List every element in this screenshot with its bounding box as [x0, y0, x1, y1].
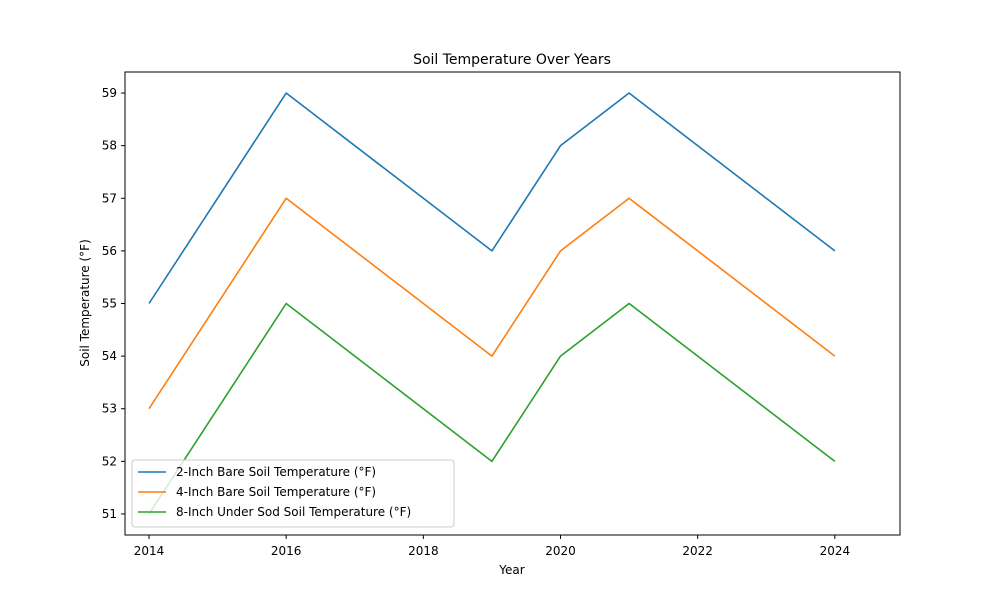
chart-title: Soil Temperature Over Years [413, 52, 611, 68]
legend-label-2: 4-Inch Bare Soil Temperature (°F) [176, 485, 376, 499]
legend: 2-Inch Bare Soil Temperature (°F) 4-Inch … [131, 459, 455, 528]
y-tick-label: 56 [102, 244, 117, 258]
series-line-1 [148, 92, 836, 304]
y-tick-label: 58 [102, 139, 117, 153]
x-tick-label: 2020 [545, 544, 576, 558]
y-axis-label: Soil Temperature (°F) [78, 239, 92, 367]
x-tick-label: 2016 [271, 544, 302, 558]
y-tick-label: 53 [102, 402, 117, 416]
x-tick-label: 2018 [408, 544, 439, 558]
y-tick-label: 51 [102, 507, 117, 521]
y-tick-label: 55 [102, 297, 117, 311]
series-line-2 [148, 197, 836, 410]
legend-label-1: 2-Inch Bare Soil Temperature (°F) [176, 465, 376, 479]
x-tick-label: 2014 [134, 544, 165, 558]
y-tick-label: 57 [102, 191, 117, 205]
y-tick-label: 52 [102, 454, 117, 468]
series-line-3 [148, 302, 836, 515]
x-tick-label: 2022 [682, 544, 713, 558]
legend-box [131, 459, 455, 528]
legend-label-3: 8-Inch Under Sod Soil Temperature (°F) [176, 505, 411, 519]
y-tick-label: 54 [102, 349, 117, 363]
x-tick-label: 2024 [820, 544, 851, 558]
y-tick-label: 59 [102, 86, 117, 100]
x-axis-label: Year [498, 563, 524, 577]
